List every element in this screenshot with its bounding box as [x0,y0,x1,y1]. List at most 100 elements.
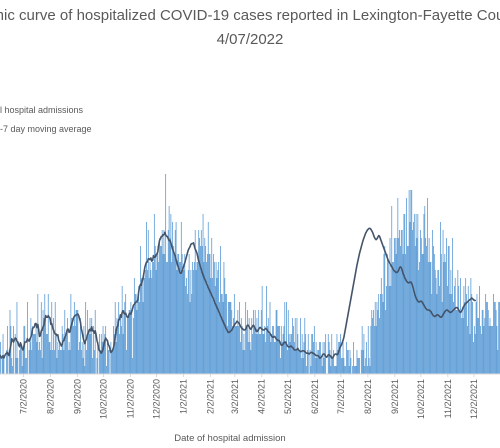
admission-bar [433,246,434,374]
admission-bar [304,318,306,374]
admission-bar [75,310,77,374]
admission-bar [385,310,387,374]
admission-bar [397,198,399,374]
admission-bar [427,262,429,374]
admission-bar [183,270,185,374]
admission-bar [454,278,456,374]
admission-bar [328,342,330,374]
admission-bar [414,246,416,374]
admission-bar [133,278,135,374]
admission-bar [94,310,96,374]
admission-bar [166,262,167,374]
admission-bar [149,262,151,374]
admission-bar [38,350,40,374]
admission-bar [484,318,486,374]
admission-bar [16,302,18,374]
admission-bar [376,302,378,374]
admission-bar [204,238,206,374]
admission-bar [400,246,401,374]
admission-bar [350,358,352,374]
admission-bar [12,366,14,374]
admission-bar [0,342,1,374]
admission-bar [28,350,30,374]
admission-bar [170,214,172,374]
admission-bar [106,342,108,374]
admission-bar [104,334,106,374]
admission-bar [365,358,367,374]
admission-bar [41,358,43,374]
admission-bar [219,302,220,374]
admission-bar [105,326,107,374]
admission-bar [67,350,69,374]
admission-bar [139,302,140,374]
admission-bar [56,358,58,374]
admission-bar [34,334,36,374]
admission-bar [295,350,297,374]
admission-bar [429,262,431,374]
admission-bar [471,294,473,374]
admission-bar [208,254,210,374]
x-tick-label: 2/2/2021 [205,379,215,414]
admission-bar [302,358,304,374]
admission-bar [212,278,214,374]
admission-bar [260,310,262,374]
admission-bar [253,310,254,374]
admission-bar [390,286,392,374]
legend-item-moving-average: -7 day moving average [0,124,92,134]
admission-bar [126,350,127,374]
admission-bar [32,326,34,374]
admission-bar [496,326,498,374]
admission-bar [281,342,283,374]
admission-bar [294,318,296,374]
admission-bar [353,342,354,374]
admission-bar [120,326,122,374]
admission-bar [426,198,428,374]
admission-bar [339,342,340,374]
admission-bar [494,302,496,374]
chart-title-line-1: emic curve of hospitalized COVID-19 case… [0,7,500,24]
admission-bar [437,270,439,374]
admission-bar [493,294,494,374]
admission-bar [85,302,87,374]
admission-bar [122,334,124,374]
admission-bar [298,350,300,374]
admission-bar [435,278,437,374]
admission-bar [483,326,485,374]
admission-bar [474,334,476,374]
admission-bar [148,278,150,374]
admission-bar [239,302,240,374]
admission-bar [248,318,250,374]
admission-bar [473,326,475,374]
admission-bar [216,278,218,374]
admission-bar [425,238,427,374]
x-tick-label: 8/2/2021 [363,379,373,414]
admission-bar [293,342,295,374]
admission-bar [329,350,331,374]
admission-bar [103,342,105,374]
admission-bar [343,358,345,374]
admission-bar [252,334,254,374]
admission-bar [46,334,47,374]
admission-bar [369,366,371,374]
admission-bar [242,350,244,374]
admission-bar [9,310,11,374]
admission-bar [453,302,454,374]
admission-bar [395,254,397,374]
admission-bar [497,350,499,374]
admission-bar [466,294,467,374]
admission-bar [206,262,207,374]
admission-bar [433,254,435,374]
admission-bar [2,334,4,374]
admission-bar [69,350,71,374]
admission-bar [453,286,455,374]
admission-bar [297,334,299,374]
admission-bar [66,334,67,374]
admission-bar [246,310,248,374]
admission-bar [173,246,174,374]
admission-bar [162,254,164,374]
admission-bar [263,334,265,374]
admission-bar [140,278,142,374]
admission-bar [159,238,160,374]
admission-bar [37,294,39,374]
chart-legend: l hospital admissions -7 day moving aver… [0,105,92,134]
